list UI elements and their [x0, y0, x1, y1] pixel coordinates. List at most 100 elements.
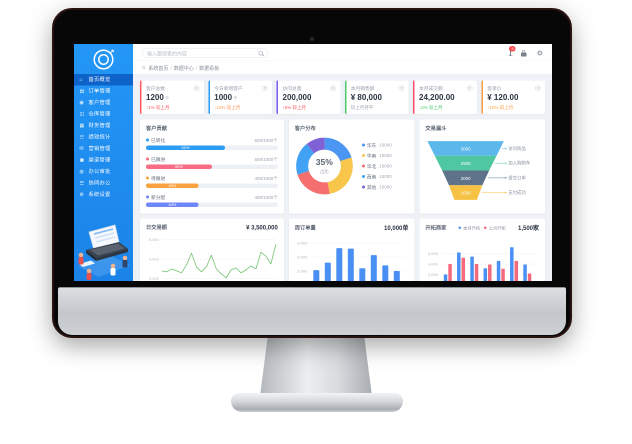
panel-title: 客户贡献 [146, 125, 167, 132]
svg-text:2000: 2000 [461, 176, 471, 181]
breadcrumb-segment[interactable]: 数据中心 [173, 65, 194, 72]
dashboard-app: ↗ ⌂ 首页概览 ▤ 订单管理 ◉ 客户管理 ◫ 仓库管理 ▦ 财务管理 ☷ 绩效统计 ✉ 营销管理 ▣ 渠道… [74, 44, 552, 281]
panel-value: ¥ 3,500,000 [246, 223, 278, 231]
kpi-row: 客户总数 1200个 ↑1% 较上月 今日新增客户 1000个 ↑10% 较上月 访问总量 2… [140, 80, 545, 114]
progress-row-0: 已转化 600/1000个 60% [146, 137, 278, 150]
kpi-card-2: 访问总量 200,000 ↑5% 较上月 [276, 80, 341, 114]
legend-dot-icon [361, 154, 365, 157]
svg-text:3,000: 3,000 [297, 269, 308, 274]
panel-daily-revenue: 日交易额 ¥ 3,500,000 5,000 4,000 3,000 [140, 218, 284, 281]
breadcrumb-segments: 系统首页 / 数据中心 / 数据看板 [148, 64, 219, 72]
monitor: ↗ ⌂ 首页概览 ▤ 订单管理 ◉ 客户管理 ◫ 仓库管理 ▦ 财务管理 ☷ 绩效统计 ✉ 营销管理 ▣ 渠道… [52, 8, 572, 338]
donut-legend-item-0: 华东 10000 [361, 142, 392, 149]
sidebar-item-4[interactable]: ▦ 财务管理 [74, 120, 133, 132]
progress-value: 400/1000个 [254, 175, 278, 181]
panel-weekly-orders: 周订单量 10,000单 9,000 6,000 3,000 [288, 218, 415, 281]
kpi-card-header: 本月成交额 [419, 85, 473, 92]
progress-row-head: 已转化 600/1000个 [146, 137, 278, 144]
panel-value: 10,000单 [384, 224, 409, 232]
kpi-card-1: 今日新增客户 1000个 ↑10% 较上月 [208, 80, 272, 114]
progress-label: 待跟进 [146, 175, 165, 182]
donut-legend-item-2: 华北 10000 [361, 163, 392, 170]
home-icon[interactable]: ⌂ [142, 64, 146, 71]
funnel-chart: 3000 访问商品 2500 加入购物车 2000 提交订单 1000 支付成功 [427, 141, 531, 200]
sidebar-illustration [78, 224, 130, 280]
legend-label: 华北 [366, 164, 377, 170]
kpi-settings-icon[interactable] [330, 85, 336, 91]
kpi-value: 1000个 [214, 93, 238, 103]
breadcrumb-separator: / [170, 65, 172, 72]
breadcrumb-separator: / [195, 65, 198, 72]
sidebar-item-9[interactable]: ☰ 协同办公 [74, 178, 133, 190]
progress-track: 40% [146, 183, 278, 188]
menu-item-icon: ⌂ [79, 77, 83, 83]
sidebar-item-8[interactable]: ◍ 办公审批 [74, 166, 133, 178]
monitor-stand-base [231, 393, 403, 412]
breadcrumb-segment[interactable]: 数据看板 [199, 65, 220, 72]
grouped-bar-chart: 6,000 4,000 2,000 [428, 247, 536, 281]
kpi-value: ¥ 80,000 [350, 93, 382, 103]
kpi-card-4: 本月成交额 24,200.00 ↓2% 较上月 [413, 80, 477, 114]
kpi-unit: 个 [233, 96, 238, 101]
sidebar-menu: ⌂ 首页概览 ▤ 订单管理 ◉ 客户管理 ◫ 仓库管理 ▦ 财务管理 ☷ 绩效统计 ✉ 营销管理 ▣ 渠道管理… [74, 74, 133, 201]
menu-item-label: 订单管理 [88, 88, 111, 94]
settings-gear-icon[interactable]: ⚙ [536, 49, 543, 57]
menu-item-label: 财务管理 [88, 122, 111, 129]
menu-item-icon: ⚙ [79, 192, 84, 198]
kpi-change: ↑10% 较上月 [487, 105, 514, 110]
kpi-card-header: 客户总数 [146, 85, 200, 92]
donut-chart-wrap: 35% 占比 华东 10000 华南 10000 华北 10000 西南 10000 其他 100… [295, 137, 409, 196]
donut-center-label: 35% 占比 [295, 137, 354, 196]
sidebar-item-1[interactable]: ▤ 订单管理 [74, 86, 133, 98]
sidebar-item-3[interactable]: ◫ 仓库管理 [74, 109, 133, 121]
svg-text:4,000: 4,000 [149, 257, 160, 262]
search-icon[interactable] [258, 50, 263, 56]
svg-text:6,000: 6,000 [297, 255, 308, 260]
panel-title: 客户分布 [294, 125, 316, 132]
legend-dot-icon [361, 185, 365, 189]
menu-item-icon: ▦ [79, 123, 85, 129]
panel-customer-distribution: 客户分布 35% 占比 华东 10000 华南 10000 华北 10000 西南 100 [288, 119, 415, 214]
progress-track: 50% [146, 164, 278, 169]
sidebar-item-10[interactable]: ⚙ 系统设置 [74, 189, 133, 201]
notification-bell-icon[interactable]: 5 [509, 46, 516, 56]
menu-item-icon: ◍ [79, 169, 84, 175]
kpi-value: 1200个 [146, 93, 170, 103]
kpi-settings-icon[interactable] [535, 85, 541, 91]
sidebar-item-5[interactable]: ☷ 绩效统计 [74, 132, 133, 144]
svg-text:9,000: 9,000 [297, 241, 308, 246]
legend-dot-icon [146, 176, 149, 180]
legend-dot-icon [361, 143, 365, 147]
sidebar-item-0[interactable]: ⌂ 首页概览 [74, 74, 133, 86]
progress-list: 已转化 600/1000个 60% 已跟进 500/1000个 50% 待跟进 400/100… [146, 137, 278, 207]
kpi-settings-icon[interactable] [193, 85, 200, 91]
progress-row-head: 已跟进 500/1000个 [146, 156, 278, 163]
sidebar-item-2[interactable]: ◉ 客户管理 [74, 97, 133, 109]
panel-new-merchants: 开拓商家 本月开拓 上月开拓 1,500家 6,000 4,000 2,000 [419, 218, 545, 281]
kpi-settings-icon[interactable] [262, 85, 268, 91]
kpi-value: 24,200.00 [419, 93, 455, 103]
dashboard-content: 客户总数 1200个 ↑1% 较上月 今日新增客户 1000个 ↑10% 较上月 访问总量 2… [133, 74, 552, 281]
kpi-title: 访问总量 [282, 86, 302, 92]
app-logo-target-icon: ↗ [93, 48, 115, 70]
kpi-title: 本月销售额 [350, 86, 375, 92]
kpi-settings-icon[interactable] [398, 85, 404, 91]
screen: ↗ ⌂ 首页概览 ▤ 订单管理 ◉ 客户管理 ◫ 仓库管理 ▦ 财务管理 ☷ 绩效统计 ✉ 营销管理 ▣ 渠道… [74, 44, 552, 281]
line-chart: 5,000 4,000 3,000 [149, 237, 277, 281]
donut-center-value: 35% [315, 157, 333, 168]
kpi-card-5: 客单价 ¥ 120.00 ↑10% 较上月 [481, 80, 545, 114]
search-input[interactable]: 输入要搜索的内容 [142, 48, 268, 58]
svg-text:6,000: 6,000 [428, 251, 439, 256]
menu-item-icon: ◉ [79, 100, 84, 106]
sidebar-item-6[interactable]: ✉ 营销管理 [74, 143, 133, 155]
sidebar-item-7[interactable]: ▣ 渠道管理 [74, 155, 133, 167]
breadcrumb-segment[interactable]: 系统首页 [148, 65, 169, 72]
legend-label: 华南 [366, 153, 377, 160]
kpi-card-header: 本月销售额 [351, 85, 404, 92]
kpi-settings-icon[interactable] [466, 85, 473, 91]
svg-text:3,000: 3,000 [149, 276, 160, 281]
menu-item-label: 绩效统计 [88, 134, 111, 140]
kpi-unit: 个 [164, 96, 170, 101]
lock-icon[interactable] [521, 49, 527, 57]
progress-row-3: 新分配 400/1000个 40% [146, 194, 278, 207]
